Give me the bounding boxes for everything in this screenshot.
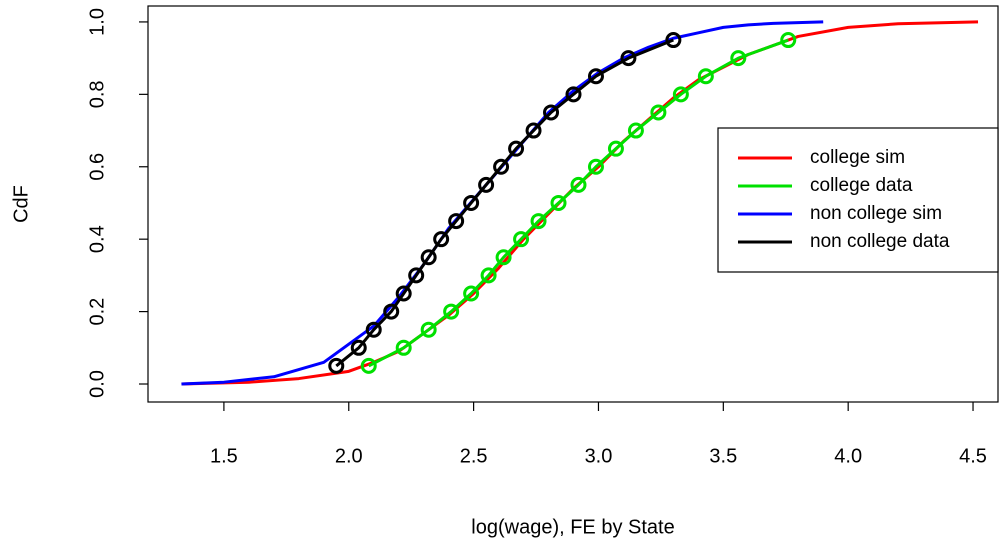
series-line bbox=[335, 38, 674, 368]
data-point bbox=[730, 50, 747, 67]
data-point bbox=[443, 303, 460, 320]
data-point bbox=[495, 249, 512, 266]
data-point bbox=[448, 213, 465, 230]
data-point bbox=[565, 86, 582, 103]
x-tick-label: 4.0 bbox=[834, 445, 862, 467]
y-tick-label: 0.0 bbox=[86, 370, 108, 398]
y-tick-label: 0.2 bbox=[86, 298, 108, 326]
x-tick-label: 2.0 bbox=[335, 445, 363, 467]
data-point bbox=[570, 176, 587, 193]
data-point bbox=[697, 68, 714, 85]
data-point bbox=[665, 32, 682, 49]
data-point bbox=[525, 122, 542, 139]
data-point bbox=[480, 267, 497, 284]
data-point bbox=[587, 68, 604, 85]
y-tick-label: 1.0 bbox=[86, 8, 108, 36]
series-line bbox=[368, 38, 789, 368]
data-point bbox=[408, 267, 425, 284]
data-point bbox=[383, 303, 400, 320]
data-point bbox=[463, 285, 480, 302]
y-tick-label: 0.4 bbox=[86, 225, 108, 253]
data-point bbox=[493, 158, 510, 175]
data-point bbox=[478, 176, 495, 193]
data-point bbox=[395, 339, 412, 356]
data-point bbox=[433, 231, 450, 248]
y-tick-label: 0.6 bbox=[86, 153, 108, 181]
legend-label: non college data bbox=[810, 231, 950, 252]
x-axis-label: log(wage), FE by State bbox=[471, 516, 674, 538]
legend-label: college sim bbox=[810, 147, 905, 168]
data-point bbox=[350, 339, 367, 356]
data-point bbox=[508, 140, 525, 157]
data-point bbox=[365, 321, 382, 338]
data-point bbox=[543, 104, 560, 121]
data-point bbox=[360, 357, 377, 374]
data-point bbox=[550, 194, 567, 211]
x-tick-label: 4.5 bbox=[959, 445, 987, 467]
legend-label: non college sim bbox=[810, 203, 942, 224]
data-point bbox=[780, 32, 797, 49]
data-point bbox=[420, 249, 437, 266]
x-tick-label: 1.5 bbox=[210, 445, 238, 467]
data-point bbox=[463, 194, 480, 211]
data-point bbox=[607, 140, 624, 157]
legend-label: college data bbox=[810, 175, 913, 196]
data-point bbox=[627, 122, 644, 139]
y-tick-label: 0.8 bbox=[86, 80, 108, 108]
data-point bbox=[672, 86, 689, 103]
legend-box bbox=[717, 127, 999, 273]
data-point bbox=[328, 357, 345, 374]
x-tick-label: 3.5 bbox=[709, 445, 737, 467]
x-tick-label: 2.5 bbox=[460, 445, 488, 467]
x-tick-label: 3.0 bbox=[585, 445, 613, 467]
data-point bbox=[395, 285, 412, 302]
data-point bbox=[420, 321, 437, 338]
y-axis-label: CdF bbox=[10, 185, 32, 223]
data-point bbox=[513, 231, 530, 248]
data-point bbox=[620, 50, 637, 67]
data-point bbox=[650, 104, 667, 121]
data-point bbox=[587, 158, 604, 175]
data-point bbox=[530, 213, 547, 230]
